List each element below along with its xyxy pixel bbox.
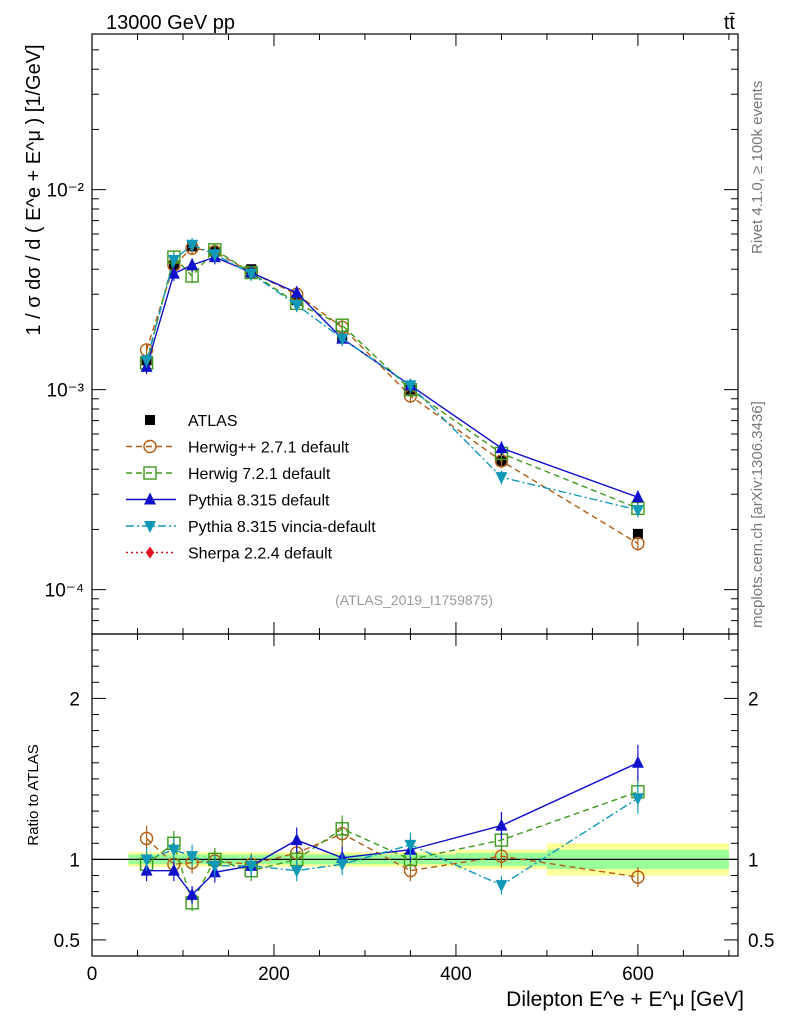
y-axis-label: 1 / σ dσ / d ( E^e + E^μ ) [1/GeV] — [23, 44, 45, 335]
series-3-ratio — [140, 782, 644, 895]
legend: ATLAS Herwig++ 2.7.1 default Herwig 7.2.1 … — [126, 413, 376, 563]
series-ratio-point — [631, 870, 645, 884]
legend-label: Pythia 8.315 vincia-default — [188, 519, 376, 536]
legend-marker — [143, 466, 157, 480]
x-tick-label: 0 — [87, 964, 98, 985]
x-tick-label: 200 — [258, 964, 290, 985]
series-ratio-point — [335, 822, 349, 836]
series-point — [140, 355, 153, 368]
legend-entry: Herwig 7.2.1 default — [126, 466, 331, 483]
series-point — [631, 490, 644, 503]
series-ratio-point — [140, 854, 153, 867]
series-ratio-line — [146, 791, 639, 905]
series-ratio-point — [208, 860, 221, 873]
ratio-tick-label: 0.5 — [54, 931, 80, 952]
series-ratio-point — [139, 831, 154, 846]
series-point — [631, 505, 644, 518]
series-ratio-point — [245, 860, 258, 873]
series-point — [167, 266, 180, 279]
ratio-plot-panel: 0 200 400 600 0.5 0.5 1 1 2 2 — [54, 34, 774, 985]
legend-label: Herwig 7.2.1 default — [188, 466, 331, 483]
ratio-tick-label-right: 2 — [748, 689, 759, 710]
series-point — [495, 472, 508, 485]
series-ratio-point — [631, 793, 644, 806]
ratio-tick-label: 2 — [69, 689, 80, 710]
series-ratio-point — [290, 833, 303, 846]
series-ratio-point — [495, 880, 508, 893]
analysis-label: (ATLAS_2019_I1759875) — [335, 592, 493, 608]
series-ratio-point — [404, 839, 417, 852]
series-point — [186, 239, 199, 252]
side-label-top: Rivet 4.1.0, ≥ 100k events — [749, 81, 766, 254]
legend-marker — [143, 439, 157, 454]
legend-entry: Pythia 8.315 default — [126, 492, 330, 510]
series-point — [290, 285, 303, 298]
legend-label: Herwig++ 2.7.1 default — [188, 440, 350, 457]
series-ratio-point — [290, 865, 303, 878]
series-ratio-point — [167, 844, 180, 857]
legend-marker — [145, 415, 155, 425]
legend-marker — [144, 521, 156, 533]
series-ratio-line — [146, 832, 639, 878]
series-ratio-point — [186, 887, 199, 900]
x-tick-label: 400 — [440, 964, 472, 985]
legend-label: Sherpa 2.2.4 default — [188, 546, 333, 563]
series-ratio-line — [146, 762, 639, 896]
series-ratio-point — [167, 863, 180, 876]
x-axis-label: Dilepton E^e + E^μ [GeV] — [506, 988, 744, 1011]
main-plot-frame — [91, 33, 739, 635]
y-tick-label: 10⁻³ — [47, 381, 85, 402]
series-point — [167, 254, 180, 267]
energy-label: 13000 GeV pp — [106, 12, 235, 34]
ratio-tick-label-right: 1 — [748, 850, 759, 871]
process-label: tt̄ — [724, 12, 736, 34]
series-point — [336, 333, 349, 346]
legend-entry: Pythia 8.315 vincia-default — [126, 519, 376, 536]
legend-label: Pythia 8.315 default — [188, 493, 330, 510]
atlas-point — [632, 528, 643, 539]
legend-entry: Herwig++ 2.7.1 default — [126, 440, 350, 457]
series-ratio-point — [495, 818, 508, 831]
series-point — [245, 268, 258, 281]
legend-marker — [145, 546, 155, 559]
series-point — [404, 380, 417, 393]
ratio-y-axis-label: Ratio to ATLAS — [25, 744, 42, 845]
ratio-tick-label-right: 0.5 — [748, 931, 774, 952]
series-ratio-point — [186, 851, 199, 864]
y-tick-label: 10⁻⁴ — [45, 581, 84, 602]
y-tick-label: 10⁻² — [47, 181, 85, 202]
series-2-ratio — [140, 744, 644, 904]
series-line — [145, 256, 639, 498]
series-line — [145, 243, 639, 511]
legend-entry: ATLAS — [145, 413, 238, 430]
series-point — [495, 441, 508, 454]
main-plot-panel: 10⁻⁴ 10⁻³ 10⁻² — [45, 33, 739, 646]
side-label-bottom: mcplots.cern.ch [arXiv:1306.3436] — [749, 401, 766, 628]
legend-entry: Sherpa 2.2.4 default — [126, 546, 333, 563]
series-point — [186, 257, 199, 270]
series-ratio-line — [146, 797, 639, 886]
legend-marker — [144, 492, 156, 505]
x-tick-label: 600 — [622, 964, 654, 985]
series-point — [290, 299, 303, 312]
series-point — [631, 536, 645, 551]
legend-label: ATLAS — [188, 413, 238, 430]
series-ratio-point — [631, 755, 644, 768]
series-point — [335, 318, 349, 332]
series-3-main — [140, 238, 644, 518]
series-line — [145, 248, 639, 509]
ratio-tick-label: 1 — [69, 850, 80, 871]
series-point — [208, 249, 221, 262]
series-ratio-point — [336, 859, 349, 872]
